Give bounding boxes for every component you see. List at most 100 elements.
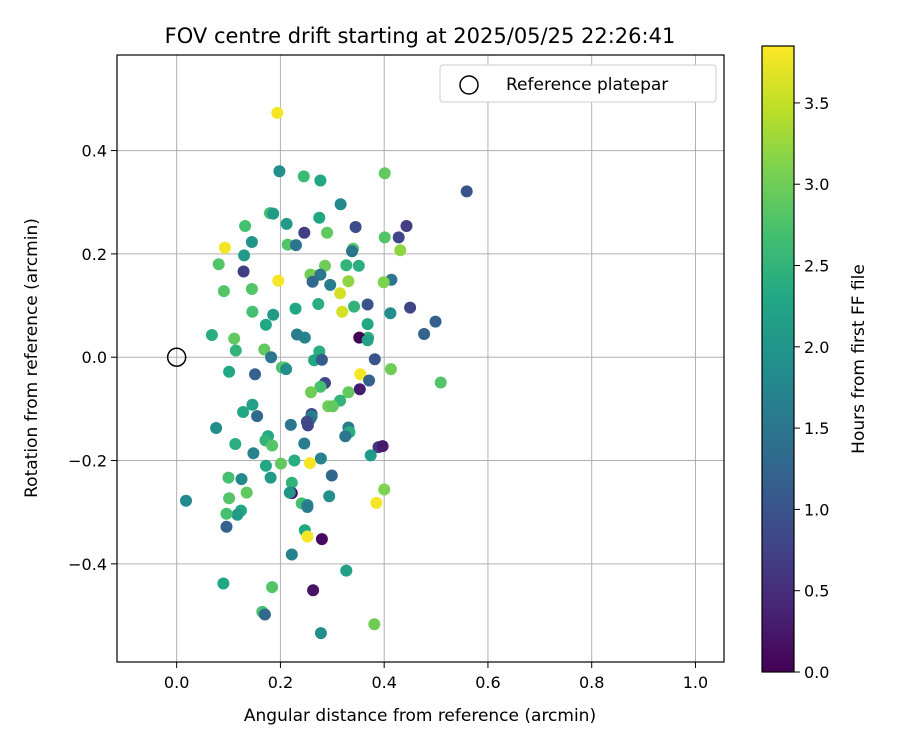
- data-point: [223, 492, 236, 505]
- colorbar-tick-label: 2.0: [804, 338, 829, 357]
- data-point: [229, 344, 242, 357]
- data-point: [289, 302, 302, 315]
- data-point: [240, 486, 253, 499]
- data-point: [349, 221, 362, 233]
- data-point: [342, 386, 355, 399]
- data-point: [314, 380, 327, 393]
- x-tick-label: 0.4: [371, 673, 396, 692]
- data-point: [339, 430, 352, 443]
- data-point: [237, 406, 250, 418]
- data-point: [218, 241, 231, 254]
- data-point: [378, 167, 391, 180]
- data-point: [313, 211, 326, 224]
- data-point: [348, 300, 361, 313]
- y-axis-ticks: −0.4 −0.2 0.0 0.2 0.4: [68, 142, 117, 574]
- data-point: [288, 454, 301, 467]
- data-point: [315, 533, 328, 546]
- data-point: [274, 457, 287, 470]
- y-tick-label: −0.4: [68, 555, 107, 574]
- data-point: [245, 283, 258, 295]
- data-point: [301, 530, 314, 543]
- x-tick-label: 1.0: [683, 673, 708, 692]
- data-point: [284, 418, 297, 431]
- data-point: [314, 268, 327, 281]
- chart-title: FOV centre drift starting at 2025/05/25 …: [165, 24, 676, 48]
- data-point: [361, 298, 374, 311]
- data-point: [280, 363, 293, 376]
- data-point: [324, 278, 337, 291]
- data-point: [235, 473, 248, 486]
- data-point: [212, 258, 225, 271]
- data-point: [301, 419, 314, 432]
- data-point: [301, 501, 314, 513]
- data-point: [220, 520, 233, 533]
- legend-label: Reference platepar: [506, 75, 668, 95]
- y-tick-label: 0.4: [82, 142, 107, 161]
- grid: [117, 55, 724, 662]
- data-point: [354, 368, 367, 381]
- data-point: [368, 618, 381, 631]
- legend: Reference platepar: [439, 64, 717, 103]
- data-point: [326, 400, 339, 413]
- scatter-points: [180, 106, 473, 640]
- data-point: [314, 627, 327, 640]
- data-point: [229, 438, 242, 450]
- x-tick-label: 0.8: [579, 673, 604, 692]
- colorbar-tick-label: 3.0: [804, 175, 829, 194]
- data-point: [334, 198, 347, 211]
- data-point: [305, 386, 317, 399]
- data-point: [377, 276, 390, 289]
- x-axis-label: Angular distance from reference (arcmin): [244, 706, 596, 726]
- colorbar: 0.0 0.5 1.0 1.5 2.0 2.5 3.0 3.5 Hours from firs…: [761, 45, 869, 682]
- data-point: [325, 469, 338, 482]
- data-point: [245, 236, 258, 248]
- data-point: [384, 307, 397, 320]
- data-point: [392, 231, 405, 244]
- data-point: [290, 239, 302, 252]
- data-point: [265, 351, 278, 364]
- data-point: [217, 285, 230, 298]
- data-point: [249, 368, 261, 381]
- data-point: [180, 494, 192, 507]
- data-point: [217, 577, 230, 590]
- data-point: [210, 422, 223, 434]
- data-point: [340, 564, 353, 577]
- data-point: [298, 226, 311, 239]
- data-point: [376, 440, 389, 453]
- x-tick-label: 0.0: [164, 673, 189, 692]
- data-point: [460, 185, 473, 198]
- data-point: [247, 447, 260, 460]
- data-point: [368, 353, 381, 366]
- data-point: [239, 220, 252, 232]
- data-point: [297, 170, 310, 183]
- data-point: [237, 265, 250, 278]
- data-point: [336, 305, 349, 318]
- data-point: [259, 459, 272, 472]
- data-point: [264, 471, 277, 484]
- data-point: [259, 318, 272, 331]
- data-point: [429, 315, 442, 328]
- data-point: [223, 365, 236, 378]
- data-point: [400, 220, 413, 232]
- y-tick-label: 0.0: [82, 348, 107, 367]
- data-point: [384, 363, 397, 376]
- data-point: [266, 581, 279, 594]
- data-point: [346, 245, 358, 258]
- data-point: [378, 231, 391, 244]
- colorbar-ticks: 0.0 0.5 1.0 1.5 2.0 2.5 3.0 3.5: [794, 94, 829, 682]
- data-point: [363, 374, 376, 387]
- data-point: [273, 165, 286, 178]
- data-point: [283, 486, 296, 499]
- colorbar-tick-label: 1.5: [804, 419, 829, 438]
- data-point: [231, 508, 244, 521]
- data-point: [353, 383, 366, 396]
- data-point: [280, 217, 293, 230]
- data-point: [378, 483, 391, 496]
- data-point: [323, 490, 336, 503]
- data-point: [340, 259, 353, 272]
- data-point: [364, 449, 377, 462]
- data-point: [228, 332, 241, 345]
- data-point: [272, 274, 285, 287]
- data-point: [314, 174, 327, 187]
